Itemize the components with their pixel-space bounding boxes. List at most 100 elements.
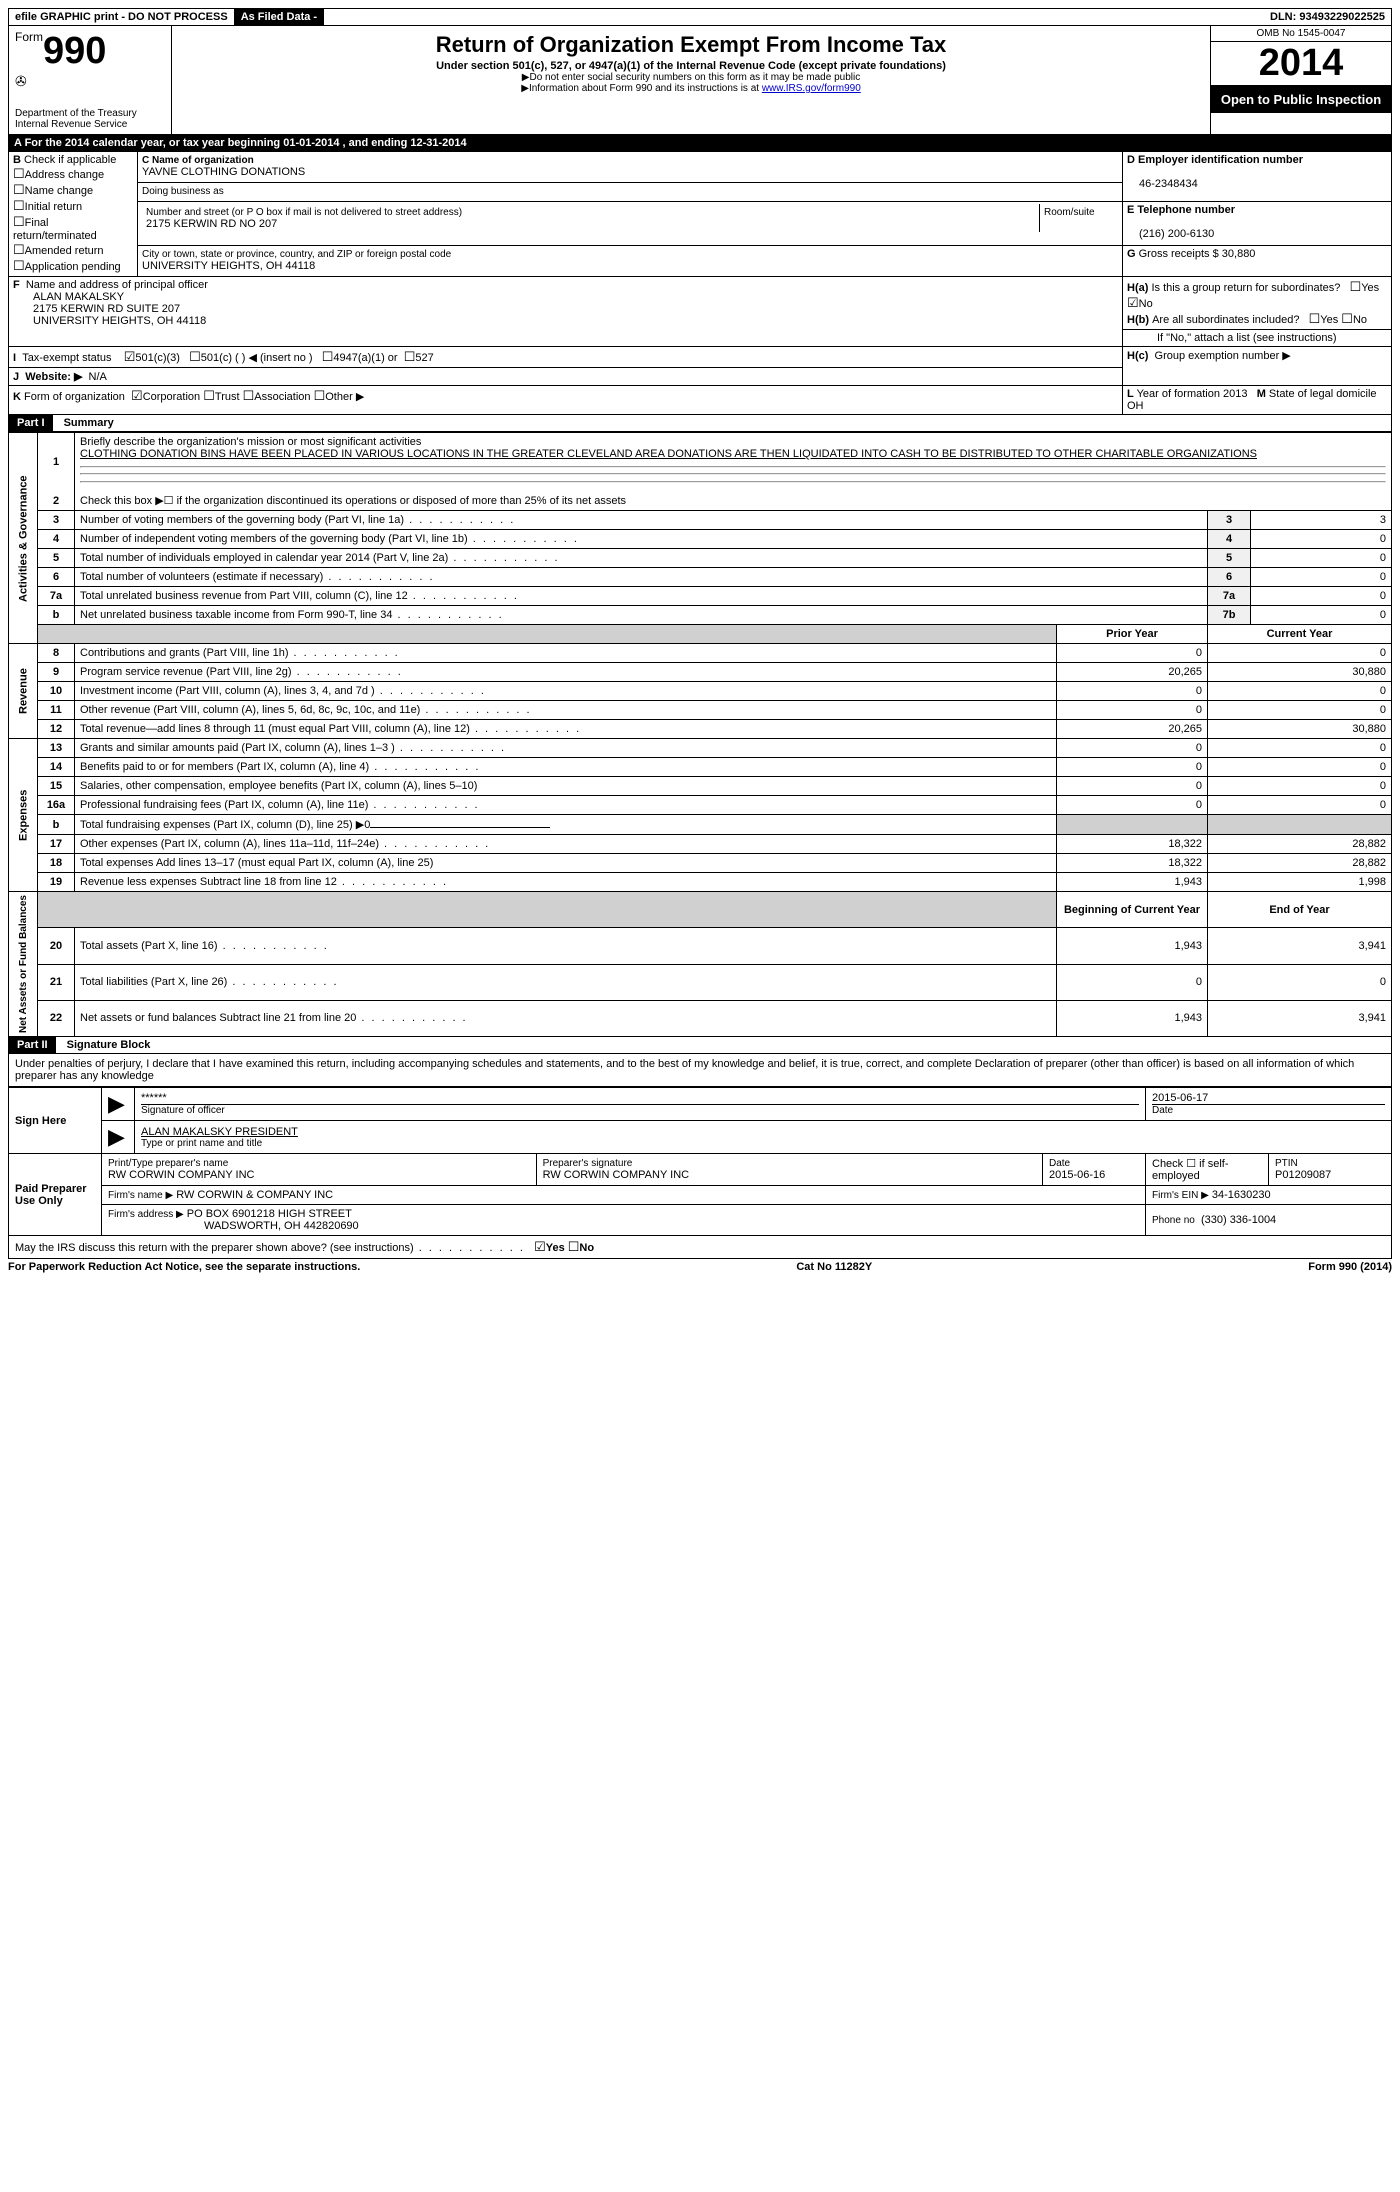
officer-addr1: 2175 KERWIN RD SUITE 207 xyxy=(13,303,1118,315)
top-bar: efile GRAPHIC print - DO NOT PROCESS As … xyxy=(8,8,1392,26)
trust-check[interactable] xyxy=(203,391,215,403)
footer-mid: Cat No 11282Y xyxy=(796,1261,872,1273)
ha-label: H(a) xyxy=(1127,282,1148,294)
self-emp: Check ☐ if self-employed xyxy=(1146,1154,1269,1186)
501c-check[interactable] xyxy=(189,352,201,364)
prep-sig: RW CORWIN COMPANY INC xyxy=(543,1169,689,1181)
footer: For Paperwork Reduction Act Notice, see … xyxy=(8,1259,1392,1273)
perjury-text: Under penalties of perjury, I declare th… xyxy=(8,1054,1392,1087)
phone: (216) 200-6130 xyxy=(1127,228,1214,240)
prep-date: 2015-06-16 xyxy=(1049,1169,1105,1181)
check-applicable: Check if applicable xyxy=(24,154,116,166)
footer-right: Form 990 (2014) xyxy=(1308,1261,1392,1273)
prior-year-header: Prior Year xyxy=(1057,625,1208,644)
line5-val: 0 xyxy=(1251,549,1392,568)
header-right: OMB No 1545-0047 2014 Open to Public Ins… xyxy=(1210,26,1391,134)
discuss-yes[interactable] xyxy=(534,1242,546,1254)
officer-name: ALAN MAKALSKY xyxy=(13,291,1118,303)
irs-link[interactable]: www.IRS.gov/form990 xyxy=(762,83,861,94)
begin-year-header: Beginning of Current Year xyxy=(1057,892,1208,928)
ha-no[interactable] xyxy=(1127,298,1139,310)
line2: Check this box ▶☐ if the organization di… xyxy=(75,491,1392,511)
discuss-no[interactable] xyxy=(568,1242,580,1254)
asfiled-label: As Filed Data - xyxy=(235,9,324,25)
line6-text: Total number of volunteers (estimate if … xyxy=(80,571,435,583)
info-table: B Check if applicable Address change Nam… xyxy=(8,151,1392,415)
addr-change-check[interactable] xyxy=(13,169,25,181)
hb-note: If "No," attach a list (see instructions… xyxy=(1127,332,1337,344)
firm-addr2: WADSWORTH, OH 442820690 xyxy=(108,1220,359,1232)
hc-text: Group exemption number ▶ xyxy=(1155,350,1291,362)
firm-name-label: Firm's name ▶ xyxy=(108,1190,173,1201)
corp-check[interactable] xyxy=(131,391,143,403)
other-check[interactable] xyxy=(314,391,326,403)
omb-number: OMB No 1545-0047 xyxy=(1211,26,1391,42)
assoc-check[interactable] xyxy=(243,391,255,403)
org-name-label: C Name of organization xyxy=(142,155,254,166)
line7b-val: 0 xyxy=(1251,606,1392,625)
efile-label: efile GRAPHIC print - DO NOT PROCESS xyxy=(9,9,235,25)
net-label: Net Assets or Fund Balances xyxy=(9,892,38,1037)
domicile-state: OH xyxy=(1127,400,1144,412)
dept-treasury: Department of the Treasury xyxy=(15,108,165,119)
addr-label: Number and street (or P O box if mail is… xyxy=(146,207,462,218)
hb-no[interactable] xyxy=(1341,314,1353,326)
firm-phone: (330) 336-1004 xyxy=(1201,1214,1276,1226)
final-check[interactable] xyxy=(13,217,25,229)
firm-addr-label: Firm's address ▶ xyxy=(108,1209,184,1220)
hb-label: H(b) xyxy=(1127,314,1149,326)
line4-text: Number of independent voting members of … xyxy=(80,533,579,545)
amended-check[interactable] xyxy=(13,245,25,257)
ptin: P01209087 xyxy=(1275,1169,1331,1181)
summary-table: Activities & Governance 1 Briefly descri… xyxy=(8,432,1392,1037)
501c3-check[interactable] xyxy=(124,352,136,364)
dba-label: Doing business as xyxy=(142,186,224,197)
gross-receipts: 30,880 xyxy=(1222,248,1256,260)
org-name: YAVNE CLOTHING DONATIONS xyxy=(142,166,305,178)
end-year-header: End of Year xyxy=(1208,892,1392,928)
city-label: City or town, state or province, country… xyxy=(142,249,451,260)
firm-ein: 34-1630230 xyxy=(1212,1189,1271,1201)
ha-text: Is this a group return for subordinates? xyxy=(1151,282,1340,294)
sec-b-label: B xyxy=(13,154,21,166)
prep-name: RW CORWIN COMPANY INC xyxy=(108,1169,254,1181)
firm-addr1: PO BOX 6901218 HIGH STREET xyxy=(187,1208,352,1220)
officer-addr2: UNIVERSITY HEIGHTS, OH 44118 xyxy=(13,315,1118,327)
form-subtitle: Under section 501(c), 527, or 4947(a)(1)… xyxy=(178,60,1204,72)
line3-text: Number of voting members of the governin… xyxy=(80,514,515,526)
city: UNIVERSITY HEIGHTS, OH 44118 xyxy=(142,260,315,272)
irs-label: Internal Revenue Service xyxy=(15,119,165,130)
form-title: Return of Organization Exempt From Incom… xyxy=(178,32,1204,58)
info-note: Information about Form 990 and its instr… xyxy=(521,83,762,94)
signature-table: Sign Here ▶ ****** Signature of officer … xyxy=(8,1087,1392,1259)
initial-check[interactable] xyxy=(13,201,25,213)
sign-here: Sign Here xyxy=(9,1088,102,1154)
hb-yes[interactable] xyxy=(1309,314,1321,326)
ha-yes[interactable] xyxy=(1350,282,1362,294)
mission-label: Briefly describe the organization's miss… xyxy=(80,436,421,448)
room-label: Room/suite xyxy=(1044,207,1095,218)
type-name-label: Type or print name and title xyxy=(141,1138,1385,1149)
4947-check[interactable] xyxy=(322,352,334,364)
sec-i-label: I xyxy=(13,352,16,364)
open-inspection: Open to Public Inspection xyxy=(1211,86,1391,113)
pending-check[interactable] xyxy=(13,261,25,273)
sec-j-label: J xyxy=(13,371,19,383)
paid-preparer: Paid Preparer Use Only xyxy=(9,1154,102,1236)
part2-header: Part II xyxy=(9,1037,56,1053)
sec-k-label: K xyxy=(13,391,21,403)
hb-text: Are all subordinates included? xyxy=(1152,314,1299,326)
form-prefix: Form xyxy=(15,30,43,44)
gross-receipts-label: Gross receipts $ xyxy=(1139,248,1219,260)
name-change-check[interactable] xyxy=(13,185,25,197)
discuss-text: May the IRS discuss this return with the… xyxy=(15,1242,525,1254)
line6-val: 0 xyxy=(1251,568,1392,587)
website: N/A xyxy=(89,371,107,383)
527-check[interactable] xyxy=(404,352,416,364)
mission-text: CLOTHING DONATION BINS HAVE BEEN PLACED … xyxy=(80,448,1257,460)
sec-l-label: L xyxy=(1127,388,1134,400)
footer-left: For Paperwork Reduction Act Notice, see … xyxy=(8,1261,360,1273)
part2-title: Signature Block xyxy=(59,1039,151,1051)
ssn-note: Do not enter social security numbers on … xyxy=(178,72,1204,83)
header-center: Return of Organization Exempt From Incom… xyxy=(172,26,1210,134)
